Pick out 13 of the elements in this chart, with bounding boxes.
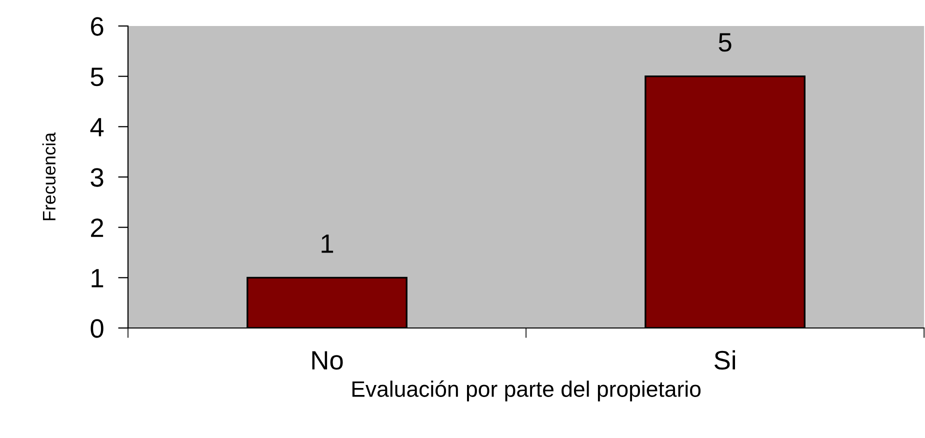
y-tick-label: 5 [90, 68, 104, 86]
y-tick-label: 0 [90, 319, 104, 338]
y-tick-label: 3 [90, 168, 104, 187]
y-tick-label: 2 [91, 218, 104, 237]
y-tick-label: 6 [91, 17, 104, 36]
x-axis-title: Evaluación por parte del propietario [352, 380, 701, 402]
x-tick-label: Si [714, 350, 736, 370]
x-tick-label: No [312, 351, 343, 370]
y-tick-label: 1 [92, 269, 104, 288]
data-label: 1 [322, 234, 334, 253]
y-axis-title: Frecuencia [42, 132, 56, 220]
y-tick-label: 4 [90, 118, 104, 136]
data-label: 5 [718, 33, 732, 52]
